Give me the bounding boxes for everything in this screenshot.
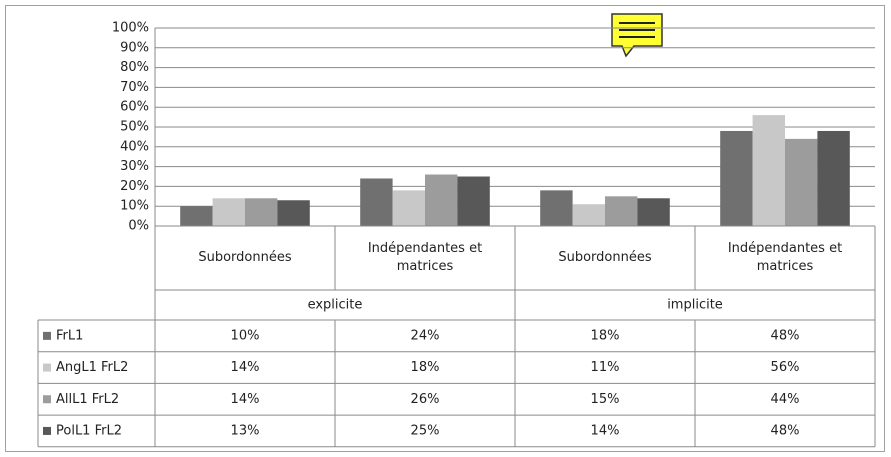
legend-label: FrL1 <box>56 328 83 343</box>
bar <box>425 174 458 226</box>
bar <box>720 130 753 226</box>
data-label: 14% <box>231 392 260 407</box>
category-label-box: Subordonnées <box>558 249 652 265</box>
data-label: 18% <box>591 328 620 343</box>
legend-label: AngL1 FrL2 <box>56 360 128 375</box>
data-label: 24% <box>411 328 440 343</box>
category-label: Indépendantes et matrices <box>727 240 843 274</box>
data-label: 13% <box>231 423 260 438</box>
bar <box>180 206 213 226</box>
legend-key <box>43 395 51 404</box>
bar <box>360 178 393 226</box>
comment-icon <box>611 13 663 58</box>
bar <box>752 115 785 226</box>
data-label: 14% <box>591 423 620 438</box>
category-label-box: Subordonnées <box>198 249 292 265</box>
group-label: explicite <box>308 298 363 313</box>
bar <box>212 198 245 226</box>
bar <box>785 138 818 226</box>
legend-key <box>43 363 51 372</box>
bar <box>605 196 638 226</box>
y-tick-label: 20% <box>120 179 149 194</box>
category-label-box: Indépendantes et matrices <box>727 240 843 274</box>
bar <box>277 200 310 226</box>
legend-label: PolL1 FrL2 <box>56 423 122 438</box>
bar <box>245 198 278 226</box>
data-label: 48% <box>771 423 800 438</box>
data-label: 25% <box>411 423 440 438</box>
category-label: Subordonnées <box>558 249 652 265</box>
data-label: 15% <box>591 392 620 407</box>
y-tick-label: 100% <box>112 21 149 36</box>
data-label: 56% <box>771 360 800 375</box>
group-label: implicite <box>667 298 723 313</box>
bar <box>817 130 850 226</box>
bar <box>540 190 573 226</box>
data-label: 44% <box>771 392 800 407</box>
y-tick-label: 90% <box>120 40 149 55</box>
bar <box>572 204 605 226</box>
chart-border <box>5 5 885 452</box>
category-label: Indépendantes et matrices <box>367 240 483 274</box>
bar <box>457 176 490 226</box>
data-label: 14% <box>231 360 260 375</box>
y-tick-label: 60% <box>120 100 149 115</box>
y-tick-label: 0% <box>128 219 149 234</box>
y-tick-label: 30% <box>120 159 149 174</box>
data-label: 11% <box>591 360 620 375</box>
y-tick-label: 40% <box>120 139 149 154</box>
y-tick-label: 10% <box>120 199 149 214</box>
data-label: 26% <box>411 392 440 407</box>
category-label: Subordonnées <box>198 249 292 265</box>
category-label-box: Indépendantes et matrices <box>367 240 483 274</box>
y-tick-label: 70% <box>120 80 149 95</box>
legend-key <box>43 426 51 435</box>
data-label: 10% <box>231 328 260 343</box>
bar <box>637 198 670 226</box>
data-label: 18% <box>411 360 440 375</box>
legend-key <box>43 331 51 340</box>
data-label: 48% <box>771 328 800 343</box>
legend-label: AllL1 FrL2 <box>56 392 119 407</box>
y-tick-label: 80% <box>120 60 149 75</box>
bar <box>392 190 425 226</box>
y-tick-label: 50% <box>120 120 149 135</box>
